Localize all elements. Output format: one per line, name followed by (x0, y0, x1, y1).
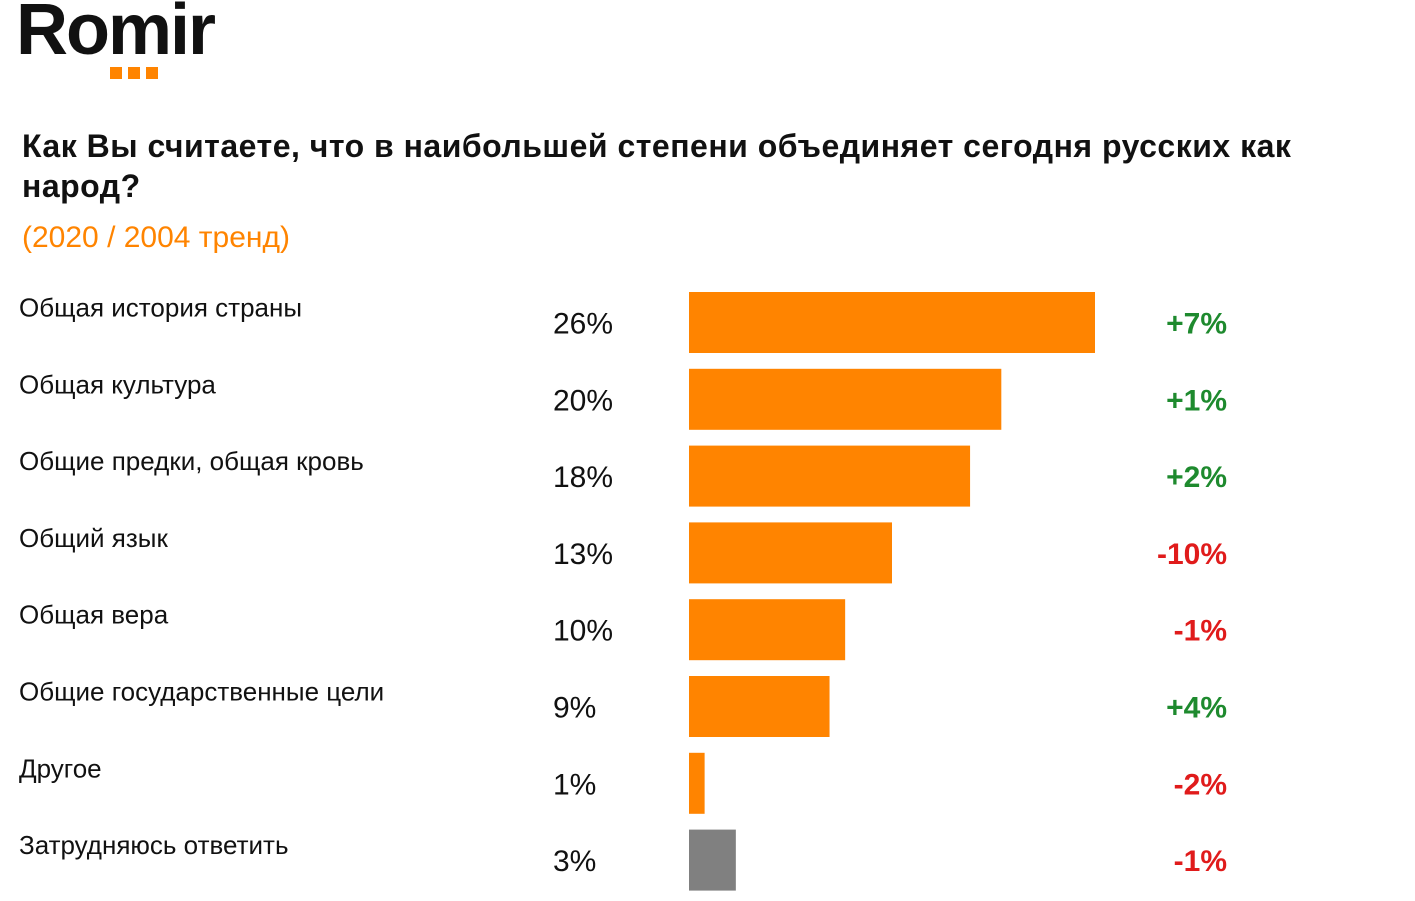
bar (689, 599, 846, 661)
value-label: 26% (553, 308, 613, 341)
chart-subtitle: (2020 / 2004 тренд) (22, 221, 290, 254)
category-label: Общие предки, общая кровь (19, 446, 364, 476)
bar (689, 752, 705, 814)
bar (689, 368, 1002, 430)
change-label: +2% (1166, 461, 1227, 494)
chart-title: Как Вы считаете, что в наибольшей степен… (22, 128, 1292, 204)
value-label: 3% (553, 845, 596, 878)
value-label: 10% (553, 615, 613, 648)
romir-logo: Romir (16, 0, 246, 90)
change-label: +7% (1166, 308, 1227, 341)
logo-dot (128, 67, 140, 79)
bar (689, 445, 971, 507)
logo-dot (110, 67, 122, 79)
logo-dot (146, 67, 158, 79)
category-label: Общая культура (19, 369, 216, 399)
value-label: 20% (553, 384, 613, 417)
bar (689, 829, 736, 891)
category-label: Общие государственные цели (19, 677, 384, 707)
category-label: Другое (19, 753, 102, 783)
change-label: -1% (1174, 615, 1227, 648)
value-label: 13% (553, 538, 613, 571)
value-label: 1% (553, 768, 596, 801)
category-label: Затрудняюсь ответить (19, 830, 288, 860)
value-label: 9% (553, 692, 596, 725)
bar (689, 676, 830, 737)
change-label: -2% (1174, 768, 1227, 801)
category-label: Общий язык (19, 523, 168, 553)
change-label: -1% (1174, 845, 1227, 878)
change-label: +4% (1166, 692, 1227, 725)
value-label: 18% (553, 461, 613, 494)
change-label: -10% (1157, 538, 1227, 571)
logo-wordmark: Romir (16, 0, 216, 70)
bar (689, 292, 1095, 353)
category-label: Общая вера (19, 600, 169, 630)
bar (689, 522, 892, 584)
change-label: +1% (1166, 384, 1227, 417)
category-label: Общая история страны (19, 293, 302, 323)
logo-dots (110, 67, 158, 79)
